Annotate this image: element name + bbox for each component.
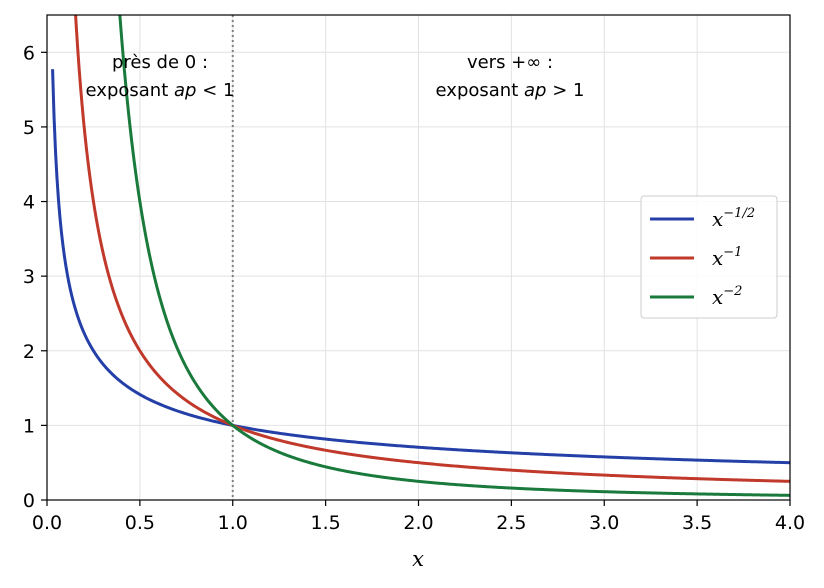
x-tick-label: 1.0: [218, 512, 248, 534]
x-tick-label: 2.5: [496, 512, 526, 534]
x-tick-label: 3.0: [589, 512, 619, 534]
series-line-0: [51, 69, 790, 465]
x-tick-label: 2.0: [403, 512, 433, 534]
legend-box: [640, 195, 778, 319]
annotation-left-line2: exposant ap < 1: [86, 80, 235, 101]
legend-label-1: x−1: [712, 245, 742, 270]
x-tick-label: 0.5: [125, 512, 155, 534]
x-tick-label: 1.5: [311, 512, 341, 534]
y-tick-label: 5: [23, 117, 35, 139]
x-axis-ticks: 0.0 0.5 1.0 1.5 2.0 2.5 3.0 3.5 4.0: [32, 500, 805, 534]
y-axis-ticks: 0 1 2 3 4 5 6: [23, 42, 47, 512]
legend: x−1/2 x−1 x−2: [640, 195, 778, 319]
y-tick-label: 0: [23, 490, 35, 512]
annotation-right-var: ap: [524, 80, 546, 101]
legend-label-1-base: x: [712, 246, 723, 270]
y-tick-label: 1: [23, 415, 35, 437]
y-tick-label: 2: [23, 341, 35, 363]
series-line-1: [74, 15, 790, 483]
annotation-right-line1: vers +∞ :: [467, 52, 553, 73]
legend-label-2-exp: −2: [723, 284, 742, 299]
annotation-left-prefix: exposant: [86, 80, 174, 101]
legend-label-2-base: x: [712, 285, 723, 309]
legend-label-1-exp: −1: [723, 245, 742, 260]
x-axis-label: x: [412, 547, 424, 571]
y-tick-label: 4: [23, 192, 35, 214]
annotation-left-rel: < 1: [196, 80, 234, 101]
annotation-left-var: ap: [174, 80, 196, 101]
y-tick-label: 6: [23, 42, 35, 64]
x-tick-label: 3.5: [682, 512, 712, 534]
legend-label-0: x−1/2: [712, 206, 755, 231]
series-group: [51, 15, 790, 497]
annotation-left-line1: près de 0 :: [112, 52, 208, 73]
x-tick-label: 0.0: [32, 512, 62, 534]
legend-label-2: x−2: [712, 284, 742, 309]
annotation-right-prefix: exposant: [436, 80, 524, 101]
y-tick-label: 3: [23, 266, 35, 288]
x-tick-label: 4.0: [775, 512, 805, 534]
annotation-right-line2: exposant ap > 1: [436, 80, 585, 101]
legend-label-0-exp: −1/2: [723, 206, 755, 221]
series-line-2: [118, 15, 790, 497]
annotation-right-rel: > 1: [546, 80, 584, 101]
legend-label-0-base: x: [712, 207, 723, 231]
